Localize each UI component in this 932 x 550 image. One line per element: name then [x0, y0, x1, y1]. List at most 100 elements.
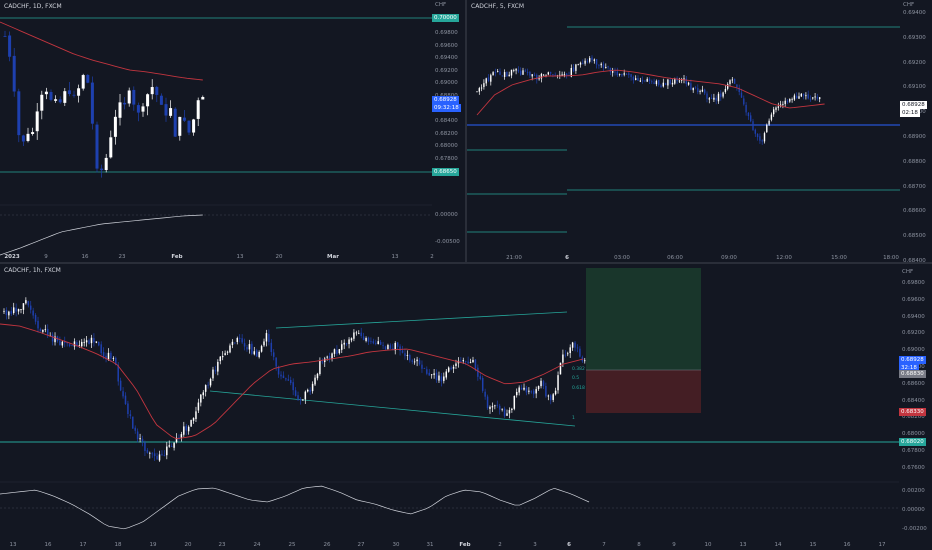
price-tick: 0.68500 [903, 233, 926, 240]
candle-body [164, 104, 168, 116]
candle-body [683, 78, 685, 80]
candle-body [559, 74, 561, 76]
price-tick: -0.00500 [435, 239, 460, 245]
candle-body [791, 98, 793, 100]
candle-body [727, 84, 729, 89]
price-tick: 0.68000 [435, 143, 458, 150]
candle-body [372, 341, 375, 344]
time-tick: Feb [171, 254, 183, 260]
candle-body [704, 89, 706, 94]
time-tick: 20 [184, 542, 192, 548]
candle-body [234, 342, 236, 344]
time-tick: 24 [253, 542, 261, 548]
candle-body [17, 91, 21, 136]
time-tick: 16 [843, 542, 851, 548]
5min-price-axis[interactable]: CHF 0.694000.693000.692000.691000.690000… [900, 0, 932, 262]
candle-body [520, 70, 522, 75]
candle-body [497, 71, 499, 72]
price-tick: 0.68700 [903, 183, 926, 190]
candle-body [83, 342, 85, 344]
candle-body [141, 106, 145, 112]
candle-body [139, 438, 141, 440]
candle-body [579, 348, 581, 357]
candle-body [190, 420, 192, 427]
currency-label: CHF [902, 269, 914, 275]
candle-body [413, 361, 416, 363]
candle-body [86, 74, 90, 83]
candle-body [768, 120, 770, 125]
candle-body [530, 391, 533, 393]
candle-body [58, 99, 62, 103]
candle-body [528, 390, 530, 392]
candle-body [187, 426, 190, 432]
chart-panel-5min[interactable]: CADCHF, 5, FXCM CHF 0.69400 0.69300 0.6920… [467, 0, 932, 262]
daily-price-axis[interactable]: CHF 0.69800 0.69600 0.69400 0.69200 0.69000 0… [432, 0, 465, 262]
price-tick: 0.68400 [903, 258, 926, 262]
candle-body [8, 35, 12, 57]
1h-price-axis[interactable]: CHF 0.69800 0.69600 0.69400 0.69200 0.69000 0… [899, 264, 932, 550]
candle-body [209, 379, 212, 386]
candle-body [268, 333, 270, 343]
vertical-splitter[interactable] [465, 0, 467, 262]
chart-panel-daily[interactable]: CADCHF, 1D, FXCM CHF 0.69800 0.69600 0.694… [0, 0, 465, 262]
candle-body [491, 406, 494, 408]
candle-body [694, 87, 697, 89]
candle-body [12, 307, 15, 314]
candle-body [722, 92, 724, 97]
candle-body [253, 351, 256, 355]
candle-body [166, 446, 168, 456]
candle-body [614, 71, 616, 73]
candle-body [644, 80, 646, 82]
current-price-label: 0.68928 [900, 101, 927, 109]
candle-body [462, 360, 465, 362]
candle-body [375, 343, 377, 345]
candle-body [499, 71, 501, 75]
candle-body [328, 356, 331, 360]
chart-panel-1h[interactable]: CADCHF, 1h, FXCM 0.382 0.5 0.618 1 CHF 0… [0, 264, 932, 550]
candle-body [95, 341, 98, 343]
moving-average-line [0, 21, 203, 81]
candle-body [814, 96, 816, 98]
candle-body [564, 354, 567, 356]
candle-body [445, 371, 448, 378]
candle-body [418, 360, 421, 365]
candle-body [536, 74, 538, 80]
candle-body [214, 369, 217, 372]
candle-body [333, 349, 336, 354]
candle-body [163, 454, 166, 456]
candle-body [248, 344, 251, 350]
candle-body [169, 108, 173, 116]
candle-body [607, 66, 609, 68]
candle-body [61, 341, 64, 346]
horizontal-splitter[interactable] [0, 262, 932, 264]
upper-level-price-label: 0.70000 [432, 14, 459, 22]
price-tick: 0.00000 [902, 507, 925, 513]
current-price-label: 0.68928 [899, 356, 926, 364]
candle-body [508, 74, 510, 77]
time-tick: 19 [149, 542, 157, 548]
candle-body [229, 345, 231, 353]
time-tick: 23 [218, 542, 226, 548]
candle-body [474, 359, 477, 369]
candle-body [115, 357, 117, 365]
candle-body [550, 395, 552, 401]
time-tick: 16 [44, 542, 52, 548]
candle-body [816, 96, 819, 99]
time-tick: 12:00 [776, 255, 792, 261]
time-tick: 7 [602, 542, 606, 548]
time-tick: 9 [672, 542, 676, 548]
candle-body [561, 74, 563, 76]
candle-body [567, 353, 569, 355]
candle-body [639, 80, 641, 82]
time-tick: 21:00 [506, 255, 522, 261]
candle-body [175, 437, 178, 443]
candle-body [309, 389, 311, 392]
candle-body [557, 375, 559, 391]
candle-body [747, 112, 750, 117]
candle-body [326, 356, 328, 358]
candle-body [192, 119, 196, 133]
candle-body [460, 361, 462, 363]
candle-body [784, 100, 786, 105]
candle-body [669, 79, 671, 84]
candle-body [486, 396, 489, 409]
